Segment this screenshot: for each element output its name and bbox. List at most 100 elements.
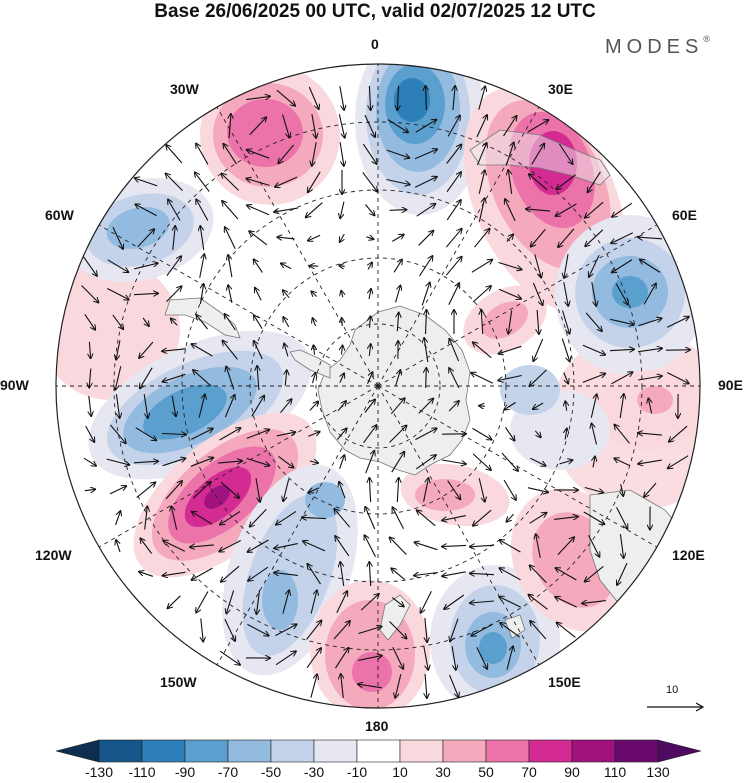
wind-vector [365,507,376,530]
meridian-line [98,385,379,548]
wind-vector [592,424,598,445]
wind-vector [190,458,213,467]
wind-vector [425,673,427,698]
wind-vector [370,316,371,328]
meridian-line [377,224,658,387]
meridian-line [216,106,379,387]
low-80e-faint [500,365,560,415]
map-title: Base 26/06/2025 00 UTC, valid 02/07/2025… [154,1,596,22]
africa [469,129,611,186]
low-0-strong [394,78,430,122]
wind-vector [446,145,462,164]
wind-vector [423,478,429,502]
wind-vector [619,394,624,418]
colorbar-swatch [313,739,358,763]
wind-vector [116,340,121,359]
wind-vector [449,368,460,389]
wind-vector [591,282,596,306]
wind-vector [342,318,343,327]
wind-vector [447,480,461,500]
wind-vector [453,86,455,110]
wind-vector [390,398,404,415]
wind-vector [558,143,572,164]
south-america [164,297,241,339]
brand-logo: MODES® [605,34,710,59]
colorbar-tick-label: -30 [303,764,325,780]
wind-vector [246,430,269,439]
wind-vector [612,259,633,273]
wind-vector [448,674,459,697]
wind-vector [281,263,292,270]
wind-vector [115,394,119,418]
wind-vector [85,425,95,442]
wind-vector [220,510,241,524]
wind-vector [666,317,689,328]
wind-vector [499,345,522,353]
wind-vector [193,370,212,387]
wind-vector [417,510,436,527]
wind-vector [364,400,375,413]
colorbar-tick-label: -10 [346,764,368,780]
wind-vector [363,425,377,444]
wind-vector [505,427,515,441]
wind-vector [308,564,321,585]
wind-vector [582,344,605,354]
wind-vector [225,314,236,331]
wind-vector [393,507,404,529]
wind-vector [115,366,122,389]
wind-vector [369,289,371,300]
wind-vector [449,339,460,362]
wind-vector [223,341,238,360]
wind-vector [139,572,154,577]
wind-vector [247,179,270,186]
wind-vector [283,478,290,501]
wind-vector [340,201,345,218]
colorbar-swatch [55,739,100,763]
wind-vector [81,285,99,303]
colorbar-tick-label: -110 [128,764,156,780]
wind-vector [369,344,370,356]
wind-vector [278,144,295,163]
shade-faint-w [56,260,180,400]
wind-vector [585,229,604,246]
wind-vector [648,399,651,414]
wind-vector [369,85,370,110]
wind-vector [192,512,213,525]
anomaly-field [56,64,700,708]
wind-vector [534,430,540,437]
wind-vector [140,367,153,389]
wind-vector [84,313,95,329]
wind-vector [556,568,577,581]
wind-vector [109,486,126,495]
wind-vector [643,284,656,305]
wind-vector [423,646,428,670]
wind-vector [415,120,436,133]
wind-vector [306,648,321,669]
wind-vector [166,145,183,164]
lon-label-120w: 120W [35,547,72,563]
wind-vector [219,650,240,665]
wind-vector [617,562,628,585]
wind-vector [254,341,263,360]
lon-label-30e: 30E [548,81,573,97]
wind-vector [638,237,663,239]
wind-vector [228,285,233,303]
wind-vector [106,458,130,465]
wind-vector [615,425,630,444]
high-90e-weak [637,386,673,414]
wind-vector [339,482,346,499]
wind-vector [365,204,375,216]
colorbar-tick-label: 70 [521,764,537,780]
wind-vector [333,621,350,640]
wind-vector [611,232,634,243]
wind-vector [364,114,375,137]
wind-vector [145,507,148,530]
colorbar-swatch [356,739,401,763]
wind-vector [424,338,429,362]
wind-vector [218,461,242,463]
wind-vector [309,461,318,463]
wind-vector [529,513,547,524]
low-150w-weak [262,570,298,630]
wind-vector [506,235,513,242]
wind-vector [478,86,485,110]
